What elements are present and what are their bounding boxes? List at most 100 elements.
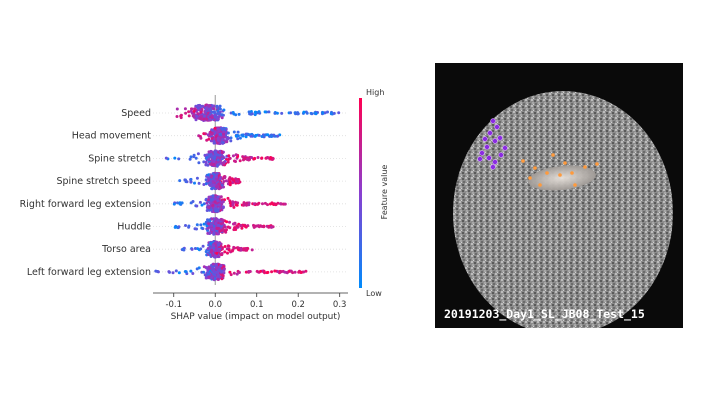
shap-point xyxy=(205,117,209,121)
shap-point xyxy=(271,157,275,161)
shap-point xyxy=(224,229,227,233)
keypoint xyxy=(490,164,496,170)
shap-point xyxy=(191,114,195,118)
shap-point xyxy=(329,112,333,116)
shap-point xyxy=(236,246,240,250)
shap-point xyxy=(199,117,203,121)
x-tick-label: 0.2 xyxy=(291,300,305,310)
shap-point xyxy=(189,155,193,159)
shap-point xyxy=(211,203,215,207)
shap-point xyxy=(337,111,341,115)
shap-point xyxy=(183,107,187,111)
shap-point xyxy=(309,111,313,115)
shap-point xyxy=(234,203,238,207)
shap-point xyxy=(291,271,295,275)
shap-point xyxy=(195,114,199,118)
shap-point xyxy=(226,131,230,135)
shap-point xyxy=(194,118,198,122)
shap-point xyxy=(195,204,199,208)
shap-point xyxy=(249,134,253,138)
shap-point xyxy=(314,111,318,115)
feature-label: Spine stretch speed xyxy=(57,176,152,187)
shap-point xyxy=(244,270,248,274)
shap-point xyxy=(253,156,257,160)
shap-point xyxy=(212,268,216,272)
colorbar-high-label: High xyxy=(366,88,384,97)
shap-point xyxy=(222,134,226,138)
shap-point xyxy=(176,201,179,205)
shap-point xyxy=(181,247,185,251)
keypoint xyxy=(498,152,504,158)
shap-point xyxy=(253,110,257,114)
shap-point xyxy=(224,179,228,183)
shap-point xyxy=(302,110,306,114)
shap-point xyxy=(238,136,242,140)
shap-point xyxy=(211,262,215,266)
shap-point xyxy=(210,159,214,162)
shap-point xyxy=(213,277,217,280)
keypoint xyxy=(486,155,492,161)
colorbar-axis-label: Feature value xyxy=(380,165,389,220)
shap-point xyxy=(219,264,223,268)
shap-point xyxy=(177,157,181,161)
shap-point xyxy=(217,242,221,246)
shap-point xyxy=(223,250,227,254)
shap-point xyxy=(191,200,195,203)
shap-point xyxy=(214,135,218,139)
shap-point xyxy=(215,227,219,230)
shap-point xyxy=(270,270,274,274)
shap-point xyxy=(194,156,198,160)
feature-label: Torso area xyxy=(101,244,151,255)
shap-point xyxy=(231,178,235,182)
shap-point xyxy=(227,178,231,182)
shap-point xyxy=(210,132,214,136)
shap-point xyxy=(202,202,206,206)
x-axis-label: SHAP value (impact on model output) xyxy=(171,312,341,322)
keypoint xyxy=(538,183,542,187)
keypoint xyxy=(492,138,498,144)
shap-point xyxy=(213,200,217,204)
shap-point xyxy=(211,244,215,248)
shap-point xyxy=(208,266,212,270)
shap-point xyxy=(270,225,273,229)
shap-point xyxy=(195,176,199,180)
feature-label: Head movement xyxy=(72,131,152,142)
keypoint xyxy=(558,173,562,177)
keypoint xyxy=(545,171,549,175)
shap-point xyxy=(214,246,218,250)
shap-point xyxy=(260,225,264,228)
shap-point xyxy=(234,177,238,181)
shap-point xyxy=(189,180,193,184)
shap-point xyxy=(225,140,229,144)
shap-point xyxy=(293,111,297,115)
shap-point xyxy=(217,232,220,236)
shap-point xyxy=(216,138,220,142)
shap-point xyxy=(228,270,232,274)
shap-point xyxy=(245,157,249,161)
shap-point xyxy=(232,228,236,232)
shap-point xyxy=(215,185,219,188)
shap-point xyxy=(266,156,270,159)
shap-point xyxy=(178,179,182,183)
shap-point xyxy=(183,270,187,273)
shap-point xyxy=(269,156,273,160)
shap-point xyxy=(201,104,205,108)
shap-point xyxy=(220,246,224,250)
x-tick-label: 0.0 xyxy=(208,300,222,310)
shap-point xyxy=(211,194,215,198)
shap-point xyxy=(218,249,221,253)
shap-point xyxy=(223,176,227,180)
shap-point xyxy=(280,111,284,115)
shap-point xyxy=(179,114,183,118)
shap-point xyxy=(218,107,222,111)
shap-point xyxy=(197,104,201,108)
shap-point xyxy=(218,153,222,157)
shap-point xyxy=(202,222,206,226)
shap-point xyxy=(221,274,225,278)
shap-point xyxy=(228,226,232,230)
shap-point xyxy=(232,130,236,134)
shap-point xyxy=(234,160,237,163)
shap-point xyxy=(257,225,261,229)
shap-point xyxy=(210,116,214,120)
keypoint xyxy=(570,171,574,175)
